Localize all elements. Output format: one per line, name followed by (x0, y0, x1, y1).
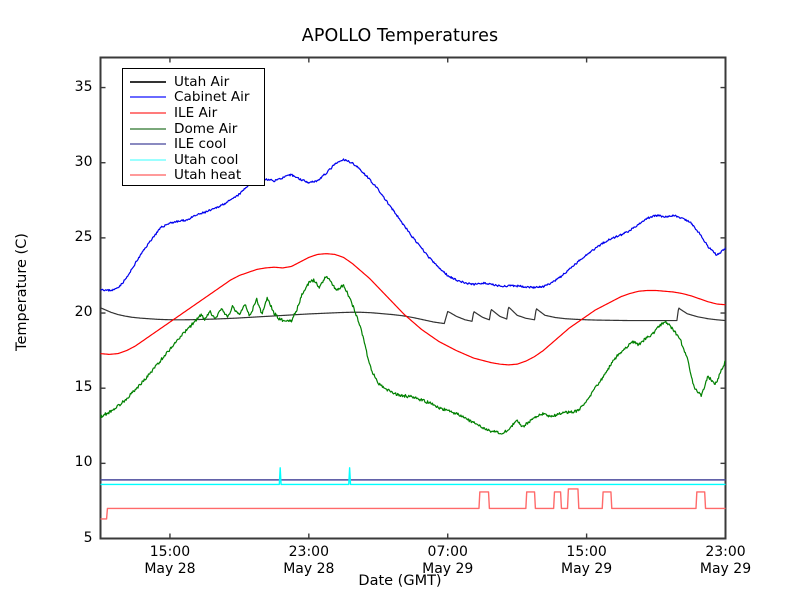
y-tick-label: 35 (74, 78, 93, 95)
x-tick-time: 23:00 (705, 543, 746, 560)
legend-label: Utah cool (174, 151, 239, 168)
legend-swatch-icon (130, 143, 166, 146)
legend-label: ILE Air (174, 104, 218, 121)
page-title: APOLLO Temperatures (301, 26, 499, 46)
legend-swatch-icon (130, 80, 166, 83)
legend-item-cabinet-air: Cabinet Air (123, 89, 264, 106)
series-line-ile-air (100, 253, 726, 366)
legend-label: Utah Air (174, 73, 230, 90)
x-tick-label: 23:00 May 28 (254, 544, 364, 578)
series-line-utah-heat (100, 488, 726, 520)
legend-swatch-icon (130, 158, 166, 161)
legend: Utah Air Cabinet Air ILE Air Dome Air ILE co… (122, 68, 265, 186)
legend-label: Utah heat (174, 167, 242, 184)
x-tick-label: 23:00 May 29 (671, 544, 781, 578)
x-tick-date: May 28 (144, 560, 196, 577)
x-tick-date: May 29 (699, 560, 752, 577)
series-line-cabinet-air (100, 158, 726, 292)
x-tick-time: 07:00 (427, 543, 468, 560)
x-tick-date: May 28 (283, 560, 335, 577)
legend-swatch-icon (130, 96, 166, 99)
series-line-dome-air (100, 275, 726, 435)
x-tick-date: May 29 (422, 560, 474, 577)
legend-item-utah-air: Utah Air (123, 74, 264, 90)
series-line-utah-cool (100, 467, 726, 486)
x-tick-time: 15:00 (566, 543, 607, 560)
legend-label: Dome Air (174, 120, 238, 137)
x-tick-date: May 29 (561, 560, 613, 577)
y-tick-label: 15 (74, 379, 93, 396)
x-tick-time: 15:00 (149, 543, 191, 560)
x-tick-label: 15:00 May 28 (115, 544, 225, 578)
legend-item-ile-cool: ILE cool (123, 136, 264, 152)
x-tick-label: 07:00 May 29 (393, 544, 503, 578)
y-tick-label: 30 (74, 153, 93, 170)
legend-item-ile-air: ILE Air (123, 105, 264, 121)
x-axis-label: Date (GMT) (358, 573, 442, 589)
legend-item-dome-air: Dome Air (123, 121, 264, 137)
y-tick-label: 5 (83, 529, 93, 546)
y-tick-label: 20 (74, 304, 93, 321)
y-tick-label: 25 (74, 228, 93, 245)
legend-swatch-icon (130, 127, 166, 130)
y-tick-label: 10 (74, 454, 93, 471)
legend-item-utah-cool: Utah cool (123, 152, 264, 168)
x-tick-time: 23:00 (288, 543, 329, 560)
legend-swatch-icon (130, 174, 166, 177)
legend-label: Cabinet Air (174, 89, 250, 106)
legend-item-utah-heat: Utah heat (123, 167, 264, 184)
x-tick-label: 15:00 May 29 (532, 544, 642, 578)
legend-label: ILE cool (174, 136, 227, 153)
legend-swatch-icon (130, 111, 166, 114)
